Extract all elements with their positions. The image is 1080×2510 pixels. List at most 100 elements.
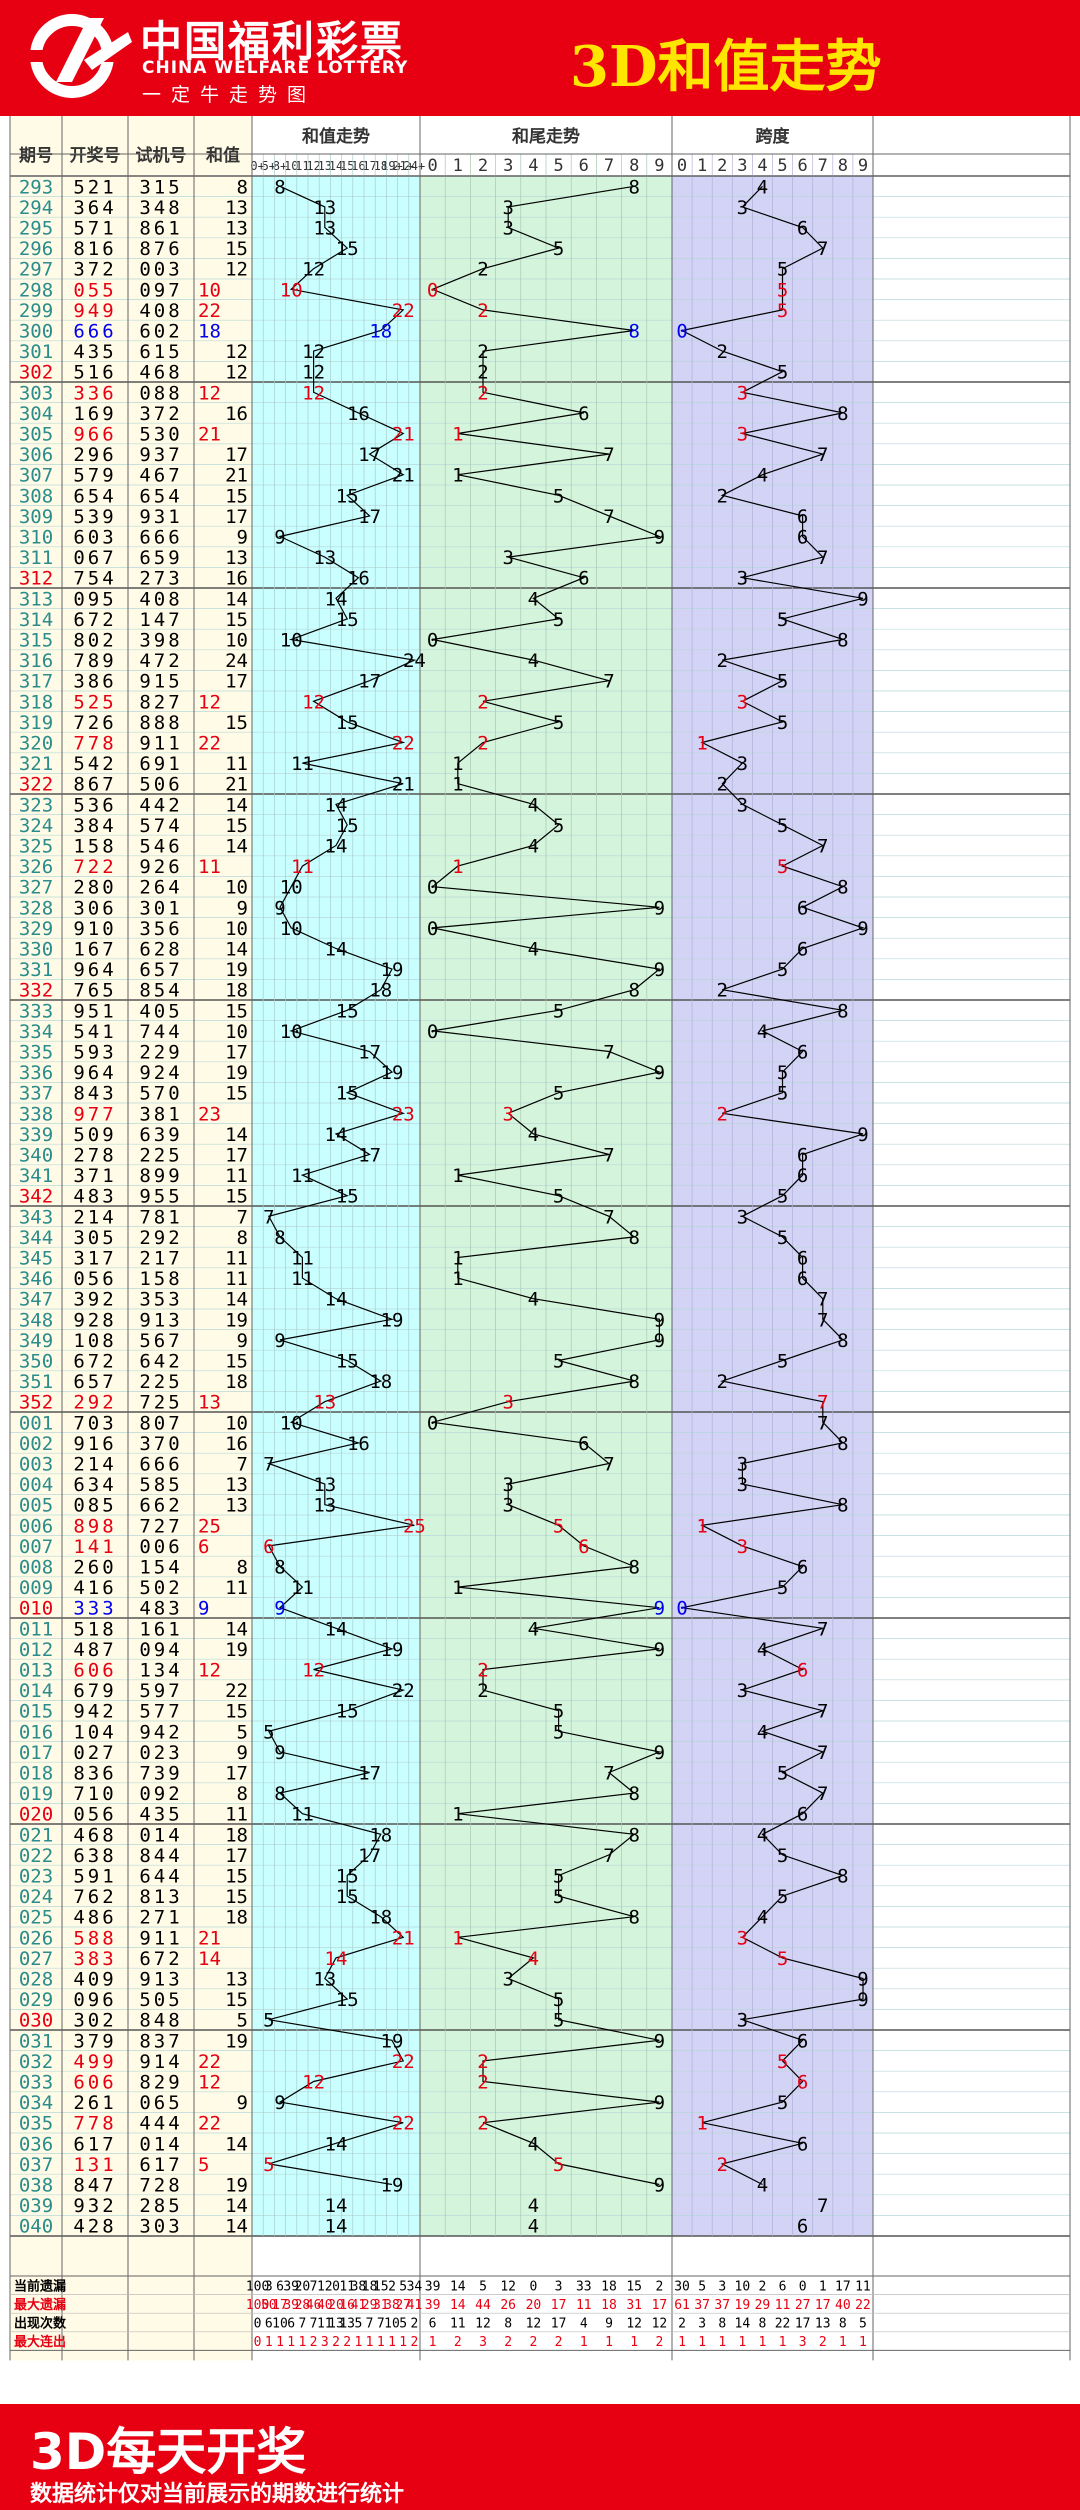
tail-marker: 5 — [553, 609, 564, 631]
period-number: 029 — [19, 1989, 53, 2011]
sum-value: 14 — [225, 588, 248, 610]
span-marker: 9 — [857, 918, 868, 940]
sum-value: 15 — [225, 815, 248, 837]
draw-number: 055 — [73, 279, 116, 301]
stats-tail-value: 1 — [605, 2335, 613, 2350]
draw-number: 654 — [73, 485, 116, 507]
sum-value: 12 — [225, 362, 248, 384]
tail-marker: 4 — [528, 650, 539, 672]
stats-sum-value: 3 — [321, 2335, 329, 2350]
tail-marker: 9 — [654, 1742, 665, 1764]
stats-span-value: 2 — [759, 2279, 767, 2294]
tail-marker: 1 — [452, 774, 463, 796]
draw-number: 977 — [73, 1103, 116, 1125]
span-marker: 3 — [737, 1680, 748, 1702]
logo-chinese-name: 中国福利彩票 — [140, 17, 405, 66]
sum-marker: 10 — [280, 630, 303, 652]
span-marker: 8 — [837, 1866, 848, 1888]
stats-span-value: 6 — [779, 2279, 787, 2294]
stats-sum-value: 6 — [276, 2279, 284, 2294]
tail-marker: 8 — [628, 1371, 639, 1393]
stats-tail-value: 44 — [475, 2298, 491, 2313]
stats-sum-value: 17 — [272, 2298, 288, 2313]
draw-number: 964 — [73, 1062, 116, 1084]
stats-label: 最大遗漏 — [14, 2297, 66, 2313]
sum-value: 13 — [225, 547, 248, 569]
draw-number: 518 — [73, 1618, 116, 1640]
stats-sum-value: 1 — [276, 2335, 284, 2350]
draw-number: 591 — [73, 1866, 116, 1888]
stats-sum-value: 12 — [317, 2279, 333, 2294]
tail-marker: 5 — [553, 815, 564, 837]
tail-marker: 0 — [427, 279, 438, 301]
span-axis-label: 5 — [777, 156, 787, 176]
period-number: 324 — [19, 815, 53, 837]
tail-marker: 3 — [502, 197, 513, 219]
stats-sum-value: 41 — [407, 2298, 423, 2313]
period-number: 298 — [19, 279, 53, 301]
stats-span-value: 37 — [694, 2298, 710, 2313]
sum-marker: 18 — [369, 321, 392, 343]
sum-value: 15 — [225, 1866, 248, 1888]
sum-marker: 13 — [313, 197, 336, 219]
draw-number: 579 — [73, 465, 116, 487]
stats-label: 当前遗漏 — [14, 2278, 66, 2294]
span-marker: 5 — [777, 959, 788, 981]
stats-sum-value: 28 — [295, 2298, 311, 2313]
trial-number: 585 — [139, 1474, 182, 1496]
trial-number: 003 — [139, 259, 182, 281]
stats-zone-bg — [252, 2236, 1070, 2361]
draw-number: 167 — [73, 939, 116, 961]
stats-sum-value: 15 — [373, 2279, 389, 2294]
tail-marker: 2 — [477, 362, 488, 384]
span-marker: 6 — [797, 527, 808, 549]
period-number: 345 — [19, 1248, 53, 1270]
sum-marker: 10 — [280, 279, 303, 301]
trial-number: 348 — [139, 197, 182, 219]
footer-note: 数据统计仅对当前展示的期数进行统计 — [30, 2482, 405, 2507]
tail-marker: 1 — [452, 1577, 463, 1599]
tail-marker: 4 — [528, 2216, 539, 2238]
trial-number: 225 — [139, 1371, 182, 1393]
period-number: 330 — [19, 939, 53, 961]
tail-marker: 6 — [578, 1433, 589, 1455]
draw-number: 141 — [73, 1536, 116, 1558]
period-number: 009 — [19, 1577, 53, 1599]
sum-marker: 5 — [263, 2010, 274, 2032]
sum-marker: 11 — [291, 1165, 314, 1187]
trial-number: 546 — [139, 836, 182, 858]
sum-value: 12 — [198, 691, 221, 713]
span-marker: 2 — [717, 650, 728, 672]
draw-number: 778 — [73, 2113, 116, 2135]
tail-marker: 0 — [427, 1021, 438, 1043]
sum-value: 17 — [225, 1042, 248, 1064]
tail-marker: 1 — [452, 424, 463, 446]
stats-sum-value: 39 — [283, 2279, 299, 2294]
sum-marker: 12 — [302, 341, 325, 363]
tail-marker: 2 — [477, 733, 488, 755]
period-number: 301 — [19, 341, 53, 363]
tail-marker: 7 — [603, 1763, 614, 1785]
tail-marker: 9 — [654, 2175, 665, 2197]
trial-number: 727 — [139, 1515, 182, 1537]
span-marker: 7 — [817, 238, 828, 260]
draw-number: 634 — [73, 1474, 116, 1496]
period-number: 019 — [19, 1783, 53, 1805]
tail-marker: 8 — [628, 176, 639, 198]
trial-number: 398 — [139, 630, 182, 652]
span-marker: 3 — [737, 197, 748, 219]
span-axis-label: 9 — [858, 156, 868, 176]
stats-span-value: 61 — [674, 2298, 690, 2313]
span-marker: 5 — [777, 1577, 788, 1599]
span-marker: 3 — [737, 1206, 748, 1228]
logo-english-name: CHINA WELFARE LOTTERY — [142, 58, 409, 78]
sum-value: 10 — [225, 877, 248, 899]
period-number: 327 — [19, 877, 53, 899]
tail-marker: 1 — [452, 1268, 463, 1290]
trial-number: 955 — [139, 1186, 182, 1208]
trial-number: 617 — [139, 2154, 182, 2176]
tail-marker: 9 — [654, 2030, 665, 2052]
trial-number: 691 — [139, 753, 182, 775]
stats-tail-value: 2 — [555, 2335, 563, 2350]
draw-number: 606 — [73, 1660, 116, 1682]
